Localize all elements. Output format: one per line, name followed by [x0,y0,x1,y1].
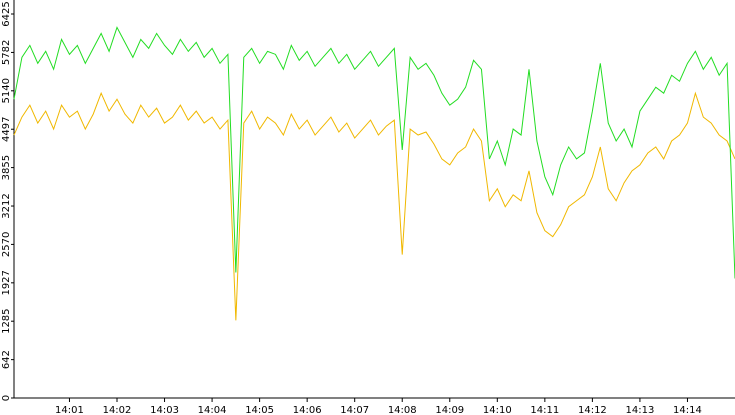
y-tick-label: 1927 [1,270,12,295]
x-tick-label: 14:01 [55,405,84,415]
series-line [13,91,735,321]
y-tick-label: 6425 [1,1,12,26]
x-tick-label: 14:08 [388,405,417,415]
y-tick-label: 4497 [1,117,12,142]
x-tick-label: 14:10 [483,405,512,415]
x-tick-label: 14:12 [578,405,607,415]
x-tick-label: 14:13 [626,405,655,415]
series-line [13,26,735,279]
x-tick-label: 14:14 [673,405,702,415]
y-tick-label: 5782 [1,40,12,65]
x-tick-label: 14:05 [245,405,274,415]
x-tick-label: 14:02 [103,405,132,415]
y-tick-label: 0 [1,395,12,401]
x-tick-label: 14:04 [198,405,227,415]
x-tick-label: 14:03 [150,405,179,415]
x-tick-label: 14:06 [293,405,322,415]
y-tick-label: 3855 [1,155,12,180]
x-tick-label: 14:07 [340,405,369,415]
y-tick-label: 5140 [1,78,12,103]
y-tick-label: 2570 [1,232,12,257]
y-tick-label: 642 [1,350,12,369]
y-tick-label: 3212 [1,193,12,218]
y-tick-label: 1285 [1,308,12,333]
x-tick-label: 14:09 [435,405,464,415]
x-tick-label: 14:11 [530,405,559,415]
